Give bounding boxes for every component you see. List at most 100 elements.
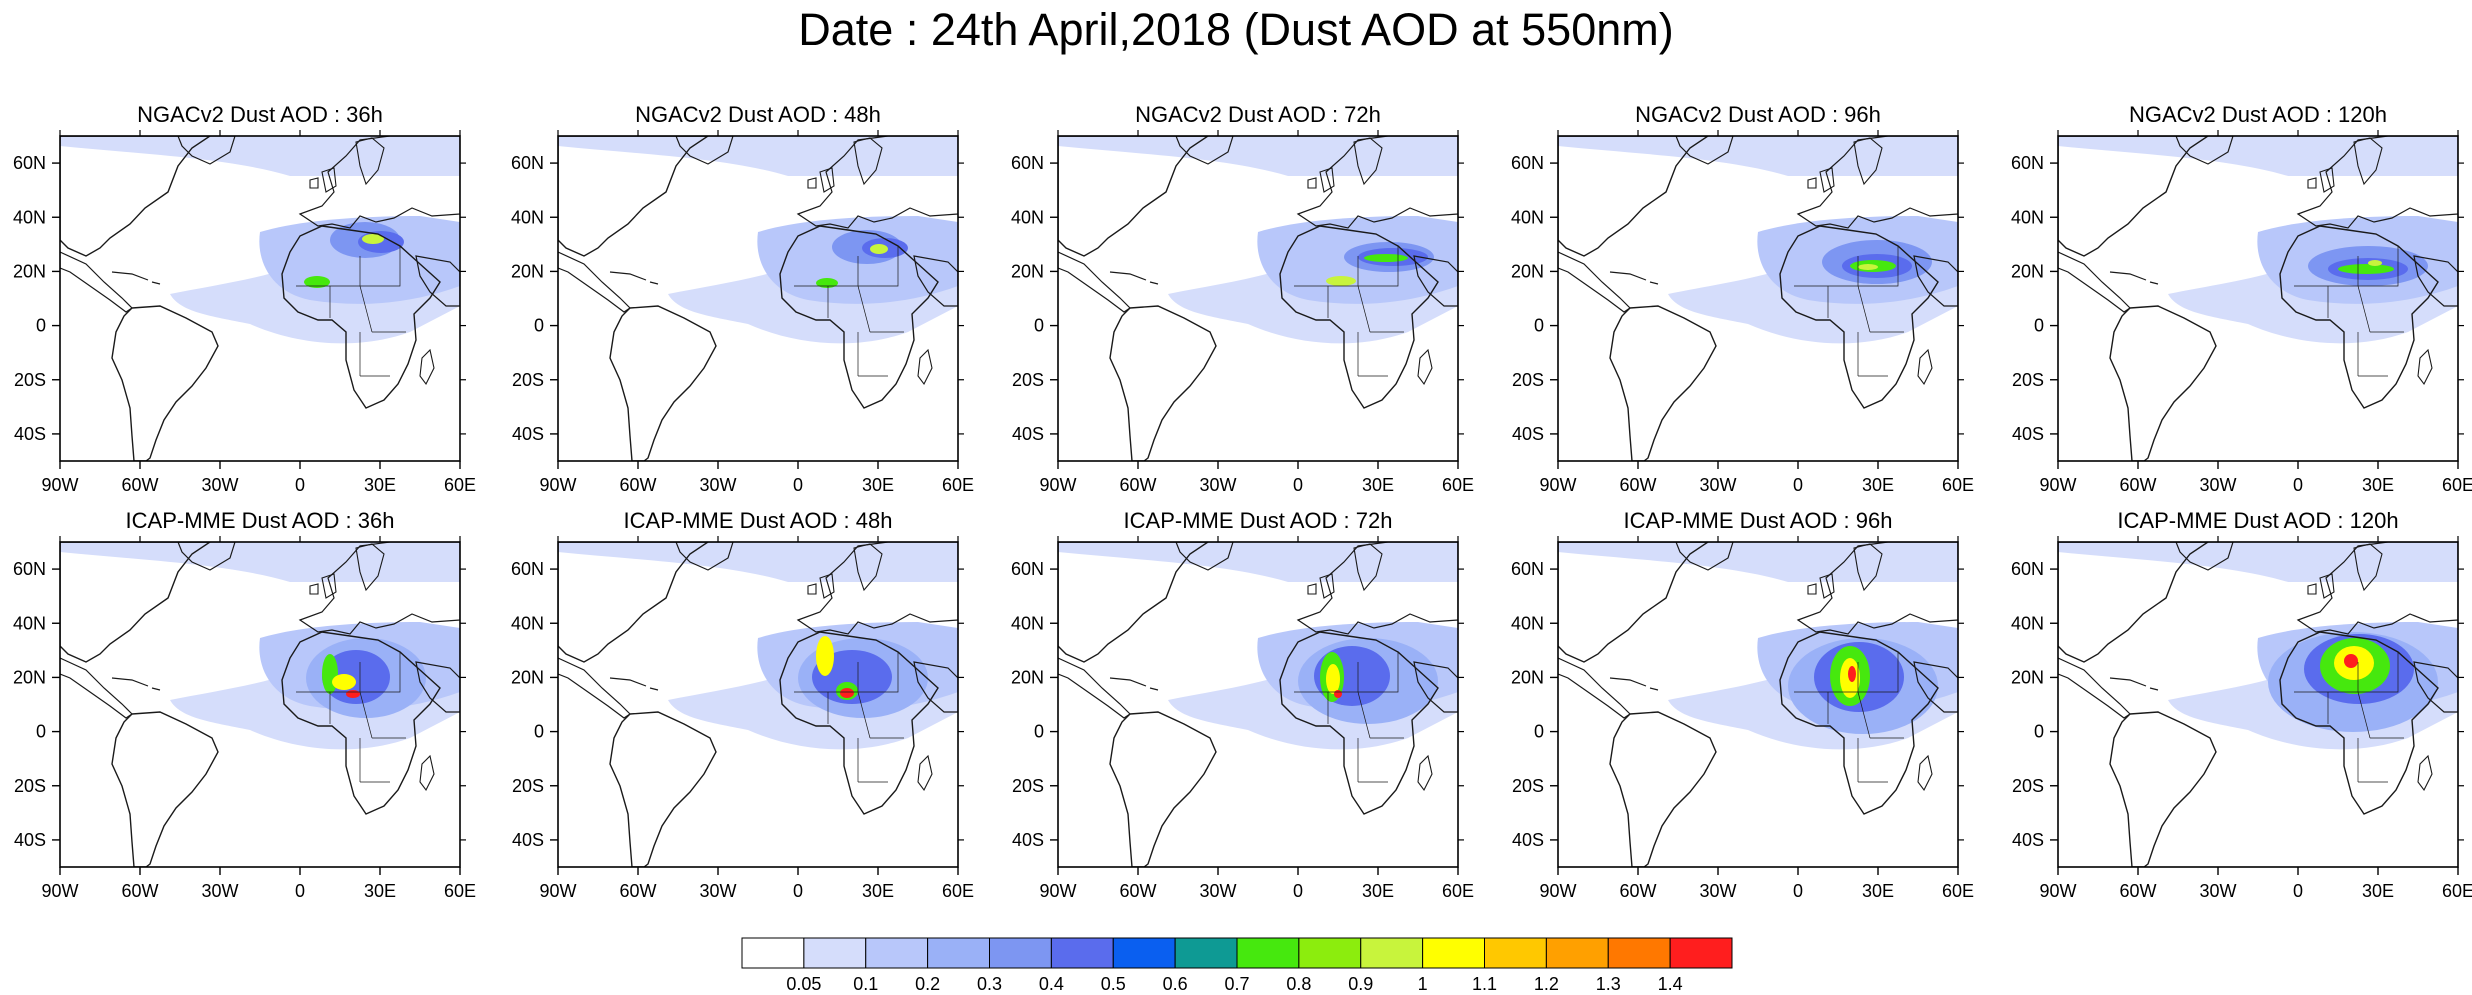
lat-tick-label: 40N — [511, 207, 544, 227]
map-panel: ICAP-MME Dust AOD : 96h 90W 60W 30W 0 30E 60E 6… — [1511, 508, 1974, 901]
lat-tick-label: 20N — [511, 667, 544, 687]
colorbar-label: 0.2 — [915, 974, 940, 994]
lat-tick-label: 20S — [1512, 776, 1544, 796]
panel-title: NGACv2 Dust AOD : 96h — [1635, 102, 1881, 127]
lat-tick-label: 60N — [1011, 559, 1044, 579]
colorbar-swatch — [1545, 937, 1609, 969]
colorbar-swatch — [1236, 937, 1300, 969]
lat-tick-label: 60N — [1011, 153, 1044, 173]
lat-tick-label: 40N — [2011, 207, 2044, 227]
lat-tick-label: 0 — [1034, 722, 1044, 742]
lat-tick-label: 40N — [1511, 207, 1544, 227]
lat-tick-label: 20S — [512, 370, 544, 390]
lon-tick-label: 60W — [121, 881, 158, 901]
lon-tick-label: 60W — [1619, 881, 1656, 901]
lon-tick-label: 90W — [539, 881, 576, 901]
main-title: Date : 24th April,2018 (Dust AOD at 550n… — [798, 4, 1674, 55]
panel-title: NGACv2 Dust AOD : 120h — [2129, 102, 2387, 127]
lat-tick-label: 0 — [2034, 722, 2044, 742]
panel-grid: NGACv2 Dust AOD : 36h 90W 60W 30W 0 30E 60E 60N… — [13, 102, 2472, 901]
map-body — [1558, 542, 1958, 867]
lon-tick-label: 60E — [444, 475, 476, 495]
lat-tick-label: 60N — [2011, 153, 2044, 173]
colorbar-label: 0.7 — [1224, 974, 1249, 994]
lat-tick-label: 40N — [13, 613, 46, 633]
map-frame — [557, 541, 959, 868]
lat-tick-label: 0 — [534, 316, 544, 336]
lon-tick-label: 90W — [1539, 475, 1576, 495]
panel-title: NGACv2 Dust AOD : 36h — [137, 102, 383, 127]
lat-tick-label: 60N — [511, 153, 544, 173]
colorbar-swatch — [1050, 937, 1114, 969]
map-body — [2058, 542, 2458, 867]
lon-tick-label: 30W — [699, 475, 736, 495]
map-panel: ICAP-MME Dust AOD : 36h 90W 60W 30W 0 30E 60E 6… — [13, 508, 476, 901]
lat-tick-label: 40S — [512, 424, 544, 444]
lat-tick-label: 0 — [36, 316, 46, 336]
lat-tick-label: 40S — [1512, 830, 1544, 850]
map-panel: NGACv2 Dust AOD : 72h 90W 60W 30W 0 30E 60E 60N… — [1011, 102, 1474, 495]
lat-tick-label: 0 — [534, 722, 544, 742]
colorbar-label: 1.1 — [1472, 974, 1497, 994]
map-frame — [557, 135, 959, 462]
lon-tick-label: 30E — [1862, 881, 1894, 901]
map-frame — [1557, 135, 1959, 462]
lat-tick-label: 60N — [2011, 559, 2044, 579]
dust-patch — [362, 234, 384, 244]
map-body — [60, 542, 460, 867]
lat-tick-label: 40S — [1012, 830, 1044, 850]
lon-tick-label: 60W — [619, 881, 656, 901]
colorbar-swatch — [803, 937, 867, 969]
dust-patch — [332, 674, 356, 690]
lon-tick-label: 60W — [1119, 475, 1156, 495]
lon-tick-label: 60E — [1442, 881, 1474, 901]
colorbar-label: 0.05 — [786, 974, 821, 994]
lon-tick-label: 60E — [1942, 475, 1974, 495]
panel-title: ICAP-MME Dust AOD : 48h — [624, 508, 893, 533]
lon-tick-label: 30W — [1199, 881, 1236, 901]
lon-tick-label: 60W — [619, 475, 656, 495]
lon-tick-label: 30W — [1699, 475, 1736, 495]
lat-tick-label: 40S — [512, 830, 544, 850]
lon-tick-label: 60E — [942, 475, 974, 495]
map-panel: NGACv2 Dust AOD : 48h 90W 60W 30W 0 30E 60E 60N… — [511, 102, 974, 495]
lat-tick-label: 40S — [14, 830, 46, 850]
lon-tick-label: 30E — [2362, 881, 2394, 901]
colorbar-swatch — [1484, 937, 1547, 969]
dust-patch — [870, 244, 888, 254]
dust-patch — [2368, 260, 2382, 266]
lon-tick-label: 60E — [942, 881, 974, 901]
dust-patch — [1858, 264, 1878, 270]
lon-tick-label: 30E — [364, 881, 396, 901]
dust-patch — [1334, 690, 1342, 698]
map-frame — [2057, 541, 2459, 868]
lon-tick-label: 0 — [295, 475, 305, 495]
dust-patch — [1364, 254, 1408, 262]
lat-tick-label: 40N — [13, 207, 46, 227]
colorbar-swatch — [989, 937, 1052, 969]
map-body — [558, 542, 958, 867]
dust-patch — [346, 690, 360, 698]
colorbar-label: 0.6 — [1163, 974, 1188, 994]
lon-tick-label: 30E — [1362, 881, 1394, 901]
colorbar-label: 1.3 — [1596, 974, 1621, 994]
map-body — [1558, 136, 1958, 461]
colorbar-swatch — [1607, 937, 1671, 969]
colorbar-label: 1.2 — [1534, 974, 1559, 994]
panel-title: NGACv2 Dust AOD : 72h — [1135, 102, 1381, 127]
lat-tick-label: 60N — [13, 153, 46, 173]
lon-tick-label: 60W — [2119, 475, 2156, 495]
lat-tick-label: 0 — [1534, 316, 1544, 336]
lat-tick-label: 40S — [2012, 424, 2044, 444]
lon-tick-label: 90W — [1039, 475, 1076, 495]
dust-patch — [2344, 654, 2358, 668]
lon-tick-label: 0 — [1293, 475, 1303, 495]
colorbar-swatch — [1298, 937, 1362, 969]
lon-tick-label: 0 — [295, 881, 305, 901]
colorbar: 0.05 0.1 0.2 0.3 0.4 0.5 0.6 0.7 0.8 0.9 1 1.1 1.2 1.… — [741, 937, 1733, 994]
colorbar-swatch — [865, 937, 929, 969]
dust-patch — [840, 688, 854, 698]
lon-tick-label: 90W — [1539, 881, 1576, 901]
lat-tick-label: 20S — [2012, 776, 2044, 796]
lat-tick-label: 20N — [511, 261, 544, 281]
